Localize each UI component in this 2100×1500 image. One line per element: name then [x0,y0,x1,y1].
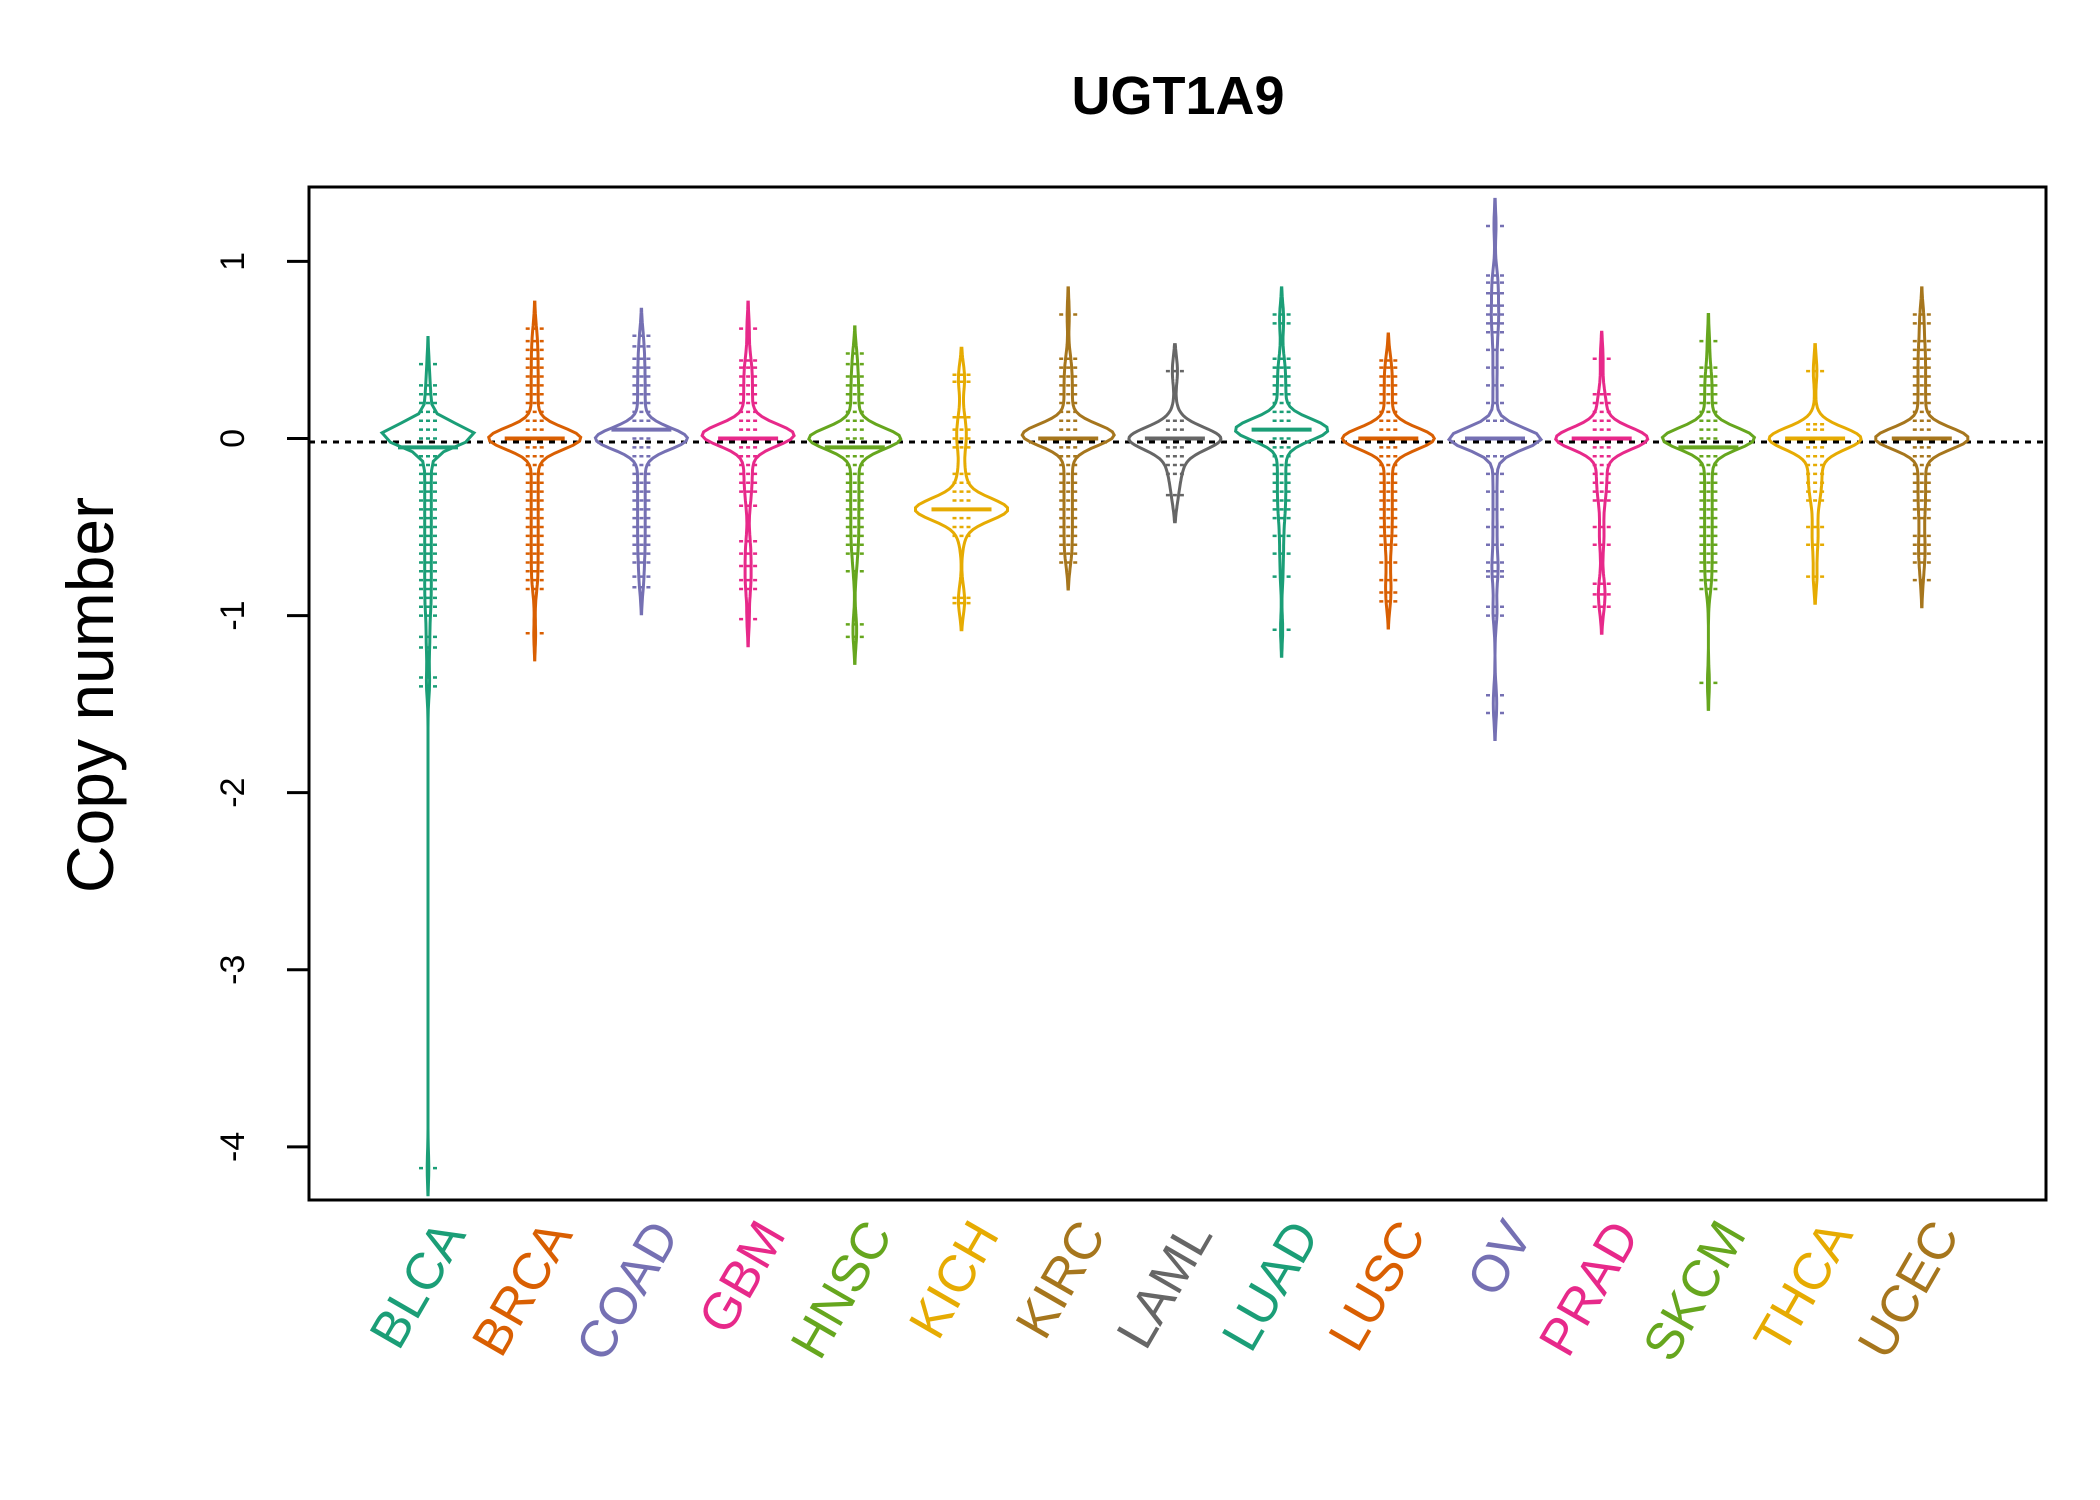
y-tick-label: -4 [214,1132,252,1162]
y-axis-label: Copy number [53,497,127,893]
bean-kirc [1020,286,1116,591]
bean-outline [1020,286,1116,591]
bean-outline [807,325,903,665]
x-tick-label-luad: LUAD [1211,1212,1331,1361]
bean-outline [1233,286,1330,658]
bean-coad [593,307,690,616]
bean-ucec [1874,286,1970,609]
beans-layer [379,197,1970,1197]
bean-outline [1554,330,1650,635]
bean-outline [487,300,583,662]
x-tick-label-gbm: GBM [688,1212,797,1344]
x-tick-label-hnsc: HNSC [780,1212,904,1369]
bean-brca [487,300,583,662]
bean-prad [1554,330,1650,635]
y-tick-label: -1 [214,600,252,630]
y-tick-label: 0 [214,429,252,448]
bean-outline [593,307,690,616]
bean-outline [379,336,477,1197]
bean-hnsc [807,325,903,665]
x-tick-label-lusc: LUSC [1318,1212,1438,1361]
bean-outline [1340,332,1437,630]
bean-outline [914,346,1009,632]
bean-thca [1767,343,1863,605]
chart-title: UGT1A9 [1071,66,1284,126]
x-tick-label-kich: KICH [898,1212,1010,1349]
bean-luad [1233,286,1330,658]
bean-skcm [1660,313,1757,711]
x-tick-label-ov: OV [1456,1211,1544,1305]
plot-frame [307,185,2048,1202]
x-tick-label-skcm: SKCM [1632,1212,1757,1371]
x-tick-label-kirc: KIRC [1005,1212,1117,1349]
bean-ov [1446,197,1544,741]
bean-outline [1767,343,1863,605]
bean-outline [1874,286,1970,609]
x-tick-label-ucec: UCEC [1847,1212,1971,1369]
y-axis: -4 -3 -2 -1 0 1 [214,252,311,1162]
bean-laml [1127,343,1223,524]
bean-blca [379,336,477,1197]
bean-gbm [700,300,796,648]
bean-kich [914,346,1009,632]
bean-outline [1660,313,1757,711]
bean-outline [1127,343,1223,524]
y-tick-label: -3 [214,955,252,985]
x-tick-label-blca: BLCA [359,1211,477,1358]
y-tick-label: 1 [214,252,252,271]
bean-outline [1446,197,1544,741]
x-tick-label-laml: LAML [1106,1212,1224,1359]
x-tick-label-thca: THCA [1743,1211,1864,1363]
bean-lusc [1340,332,1437,630]
y-tick-label: -2 [214,778,252,808]
x-tick-label-coad: COAD [565,1212,690,1371]
bean-outline [700,300,796,648]
